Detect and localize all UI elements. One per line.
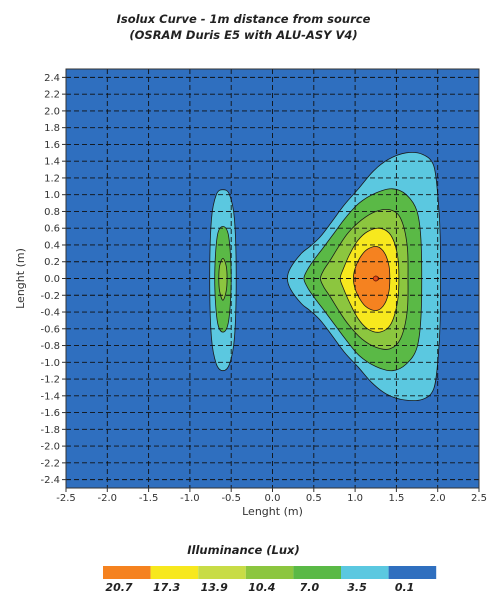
y-tick-label: 2.0 (44, 106, 60, 117)
y-tick-label: 1.0 (44, 190, 60, 201)
y-tick-label: 0.0 (44, 274, 60, 285)
x-tick-label: -2.0 (98, 493, 118, 504)
y-tick-label: -1.0 (40, 358, 60, 369)
y-tick-label: -1.8 (40, 425, 60, 436)
legend-level-label: 0.1 (394, 581, 415, 594)
legend-level-label: 17.3 (153, 581, 181, 594)
legend-swatch (103, 566, 151, 579)
chart-subtitle: (OSRAM Duris E5 with ALU-ASY V4) (129, 28, 358, 42)
y-tick-label: 1.6 (44, 140, 60, 151)
x-tick-label: 2.0 (430, 493, 446, 504)
x-tick-label: -0.5 (221, 493, 241, 504)
x-tick-label: 2.5 (471, 493, 487, 504)
x-tick-label: 1.0 (347, 493, 363, 504)
x-tick-label: -2.5 (56, 493, 76, 504)
y-tick-label: 1.2 (44, 173, 60, 184)
x-tick-label: -1.5 (139, 493, 159, 504)
legend-swatch (293, 566, 341, 579)
y-tick-label: -0.6 (40, 324, 60, 335)
x-tick-label: 0.5 (306, 493, 322, 504)
x-axis-label: Lenght (m) (242, 505, 303, 518)
legend-level-label: 10.4 (248, 581, 276, 594)
x-tick-label: 1.5 (388, 493, 404, 504)
legend-level-label: 13.9 (200, 581, 228, 594)
y-tick-label: 1.4 (44, 157, 60, 168)
y-tick-label: 0.6 (44, 224, 60, 235)
y-tick-label: -0.2 (40, 291, 60, 302)
y-tick-label: 0.2 (44, 257, 60, 268)
y-tick-label: -2.4 (40, 475, 60, 486)
y-tick-label: 2.2 (44, 90, 60, 101)
legend-swatch (245, 566, 294, 579)
y-tick-label: -0.4 (40, 308, 60, 319)
y-tick-label: -2.0 (40, 442, 60, 453)
legend-level-label: 3.5 (347, 581, 367, 594)
y-tick-label: -1.2 (40, 375, 60, 386)
y-tick-label: -0.8 (40, 341, 60, 352)
legend-level-label: 7.0 (299, 581, 320, 594)
y-tick-label: -2.2 (40, 458, 60, 469)
y-axis-label: Lenght (m) (14, 248, 27, 309)
y-tick-label: -1.4 (40, 391, 60, 402)
legend-swatch (388, 566, 437, 579)
chart-title: Isolux Curve - 1m distance from source (116, 12, 371, 26)
legend-title: Illuminance (Lux) (187, 543, 300, 557)
x-tick-label: 0.0 (265, 493, 281, 504)
y-tick-label: 0.4 (44, 240, 60, 251)
y-tick-label: 0.8 (44, 207, 60, 218)
legend-swatch (150, 566, 199, 579)
y-tick-label: 1.8 (44, 123, 60, 134)
legend-level-label: 20.7 (105, 581, 133, 594)
legend-swatch (198, 566, 246, 579)
peak-marker (372, 275, 379, 282)
contour-left-lobe-10.4 (218, 257, 228, 301)
y-tick-label: 2.4 (44, 73, 60, 84)
legend-swatch (341, 566, 389, 579)
x-tick-label: -1.0 (180, 493, 200, 504)
y-tick-label: -1.6 (40, 408, 60, 419)
